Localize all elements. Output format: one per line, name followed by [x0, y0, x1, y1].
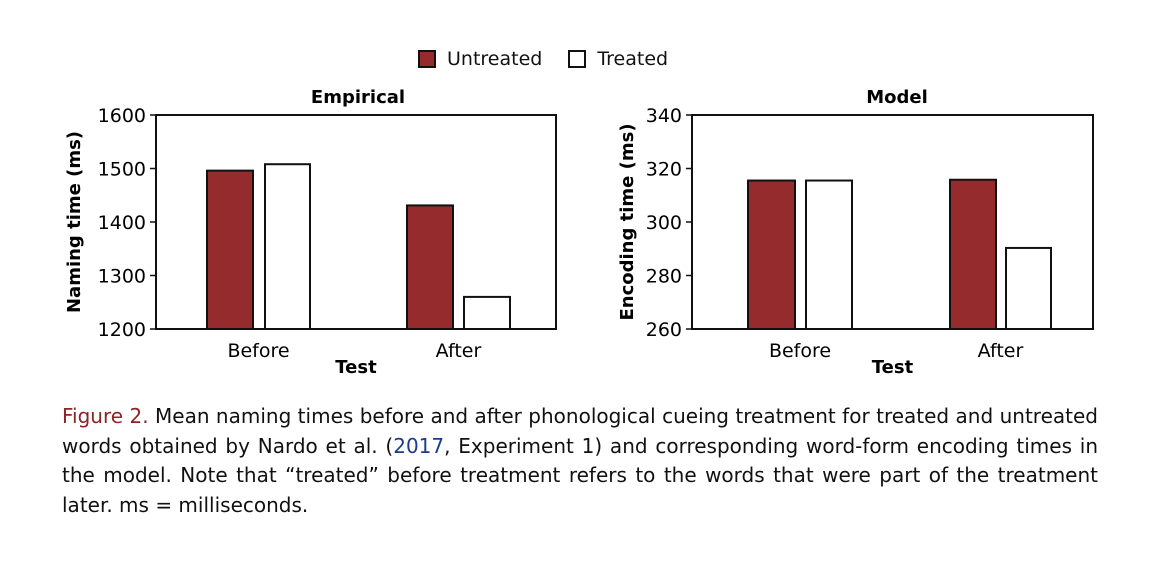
chart-model: Model Encoding time (ms) 260 280 300 320 340 Be…: [617, 87, 1094, 378]
bar-treated-after: [463, 295, 511, 330]
legend-swatch-treated: [568, 50, 587, 68]
x-category-label: After: [436, 340, 482, 362]
chart-title: Model: [866, 87, 928, 108]
x-axis-label: Test: [335, 357, 377, 378]
bar-untreated-before: [206, 169, 254, 330]
caption-text-part1: Mean naming times before and after phono…: [62, 404, 1098, 458]
y-tick-label: 300: [646, 212, 682, 234]
legend-item-untreated: Untreated: [418, 48, 542, 70]
bar-untreated-after: [949, 178, 997, 330]
y-tick-label: 1500: [98, 159, 146, 181]
y-axis-label: Naming time (ms): [64, 131, 85, 313]
legend: Untreated Treated: [418, 46, 694, 72]
y-tick-label: 1300: [98, 266, 146, 288]
citation-year-link[interactable]: 2017: [393, 433, 445, 458]
bar-untreated-after: [406, 204, 454, 330]
y-tick-label: 340: [646, 105, 682, 127]
chart-empirical: Empirical Naming time (ms) 1200 1300 1400 150…: [64, 87, 557, 378]
bar-treated-before: [264, 163, 311, 330]
bar-untreated-before: [747, 179, 796, 330]
legend-label-treated: Treated: [597, 48, 669, 70]
caption-text-part2: , Experiment 1) and corresponding word-f…: [62, 433, 1099, 517]
bar-treated-before: [805, 179, 853, 330]
y-tick-label: 280: [646, 266, 682, 288]
legend-label-untreated: Untreated: [447, 48, 543, 70]
figure-caption: Figure 2. Mean naming times before and a…: [62, 402, 1098, 520]
x-axis-label: Test: [872, 357, 914, 378]
x-category-label: Before: [227, 340, 289, 362]
chart-title: Empirical: [311, 87, 405, 108]
plot-frame: [155, 114, 557, 330]
x-category-label: Before: [769, 340, 831, 362]
legend-item-treated: Treated: [568, 48, 668, 70]
x-category-label: After: [978, 340, 1024, 362]
y-tick-label: 320: [646, 159, 682, 181]
plot-frame: [691, 114, 1094, 330]
legend-swatch-untreated: [418, 50, 436, 68]
charts-area: Empirical Naming time (ms) 1200 1300 1400 150…: [64, 87, 1094, 378]
figure-label: Figure 2.: [62, 404, 149, 428]
y-tick-label: 1600: [98, 105, 146, 127]
y-tick-label: 1400: [98, 212, 146, 234]
bar-treated-after: [1005, 246, 1052, 330]
y-tick-label: 1200: [98, 319, 146, 341]
y-axis-label: Encoding time (ms): [617, 123, 638, 320]
y-tick-label: 260: [646, 319, 682, 341]
